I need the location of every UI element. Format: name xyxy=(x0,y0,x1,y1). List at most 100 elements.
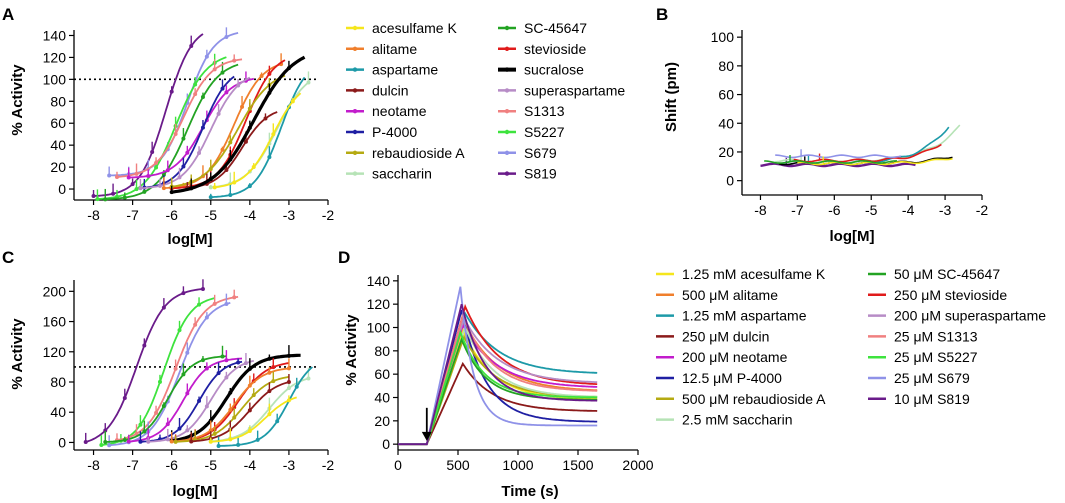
panel-b-xtick-label: -2 xyxy=(976,202,989,218)
legend-ab-label: superaspartame xyxy=(524,82,625,98)
legend-d-label: 25 μM S1313 xyxy=(894,328,978,344)
legend-d-item-500-m-alitame: 500 μM alitame xyxy=(656,287,778,303)
legend-ab-item-neotame: neotame xyxy=(346,103,427,119)
panel-b-ylabel: Shift (pm) xyxy=(663,62,680,132)
panel-d-ylabel: % Activity xyxy=(343,314,360,386)
legend-d-label: 250 μM dulcin xyxy=(682,328,769,344)
panel-c-ytick-label: 0 xyxy=(58,434,66,450)
legend-ab-marker xyxy=(504,25,510,31)
legend-ab-item-sc-45647: SC-45647 xyxy=(498,20,587,36)
panel-b-xtick-label: -4 xyxy=(902,202,915,218)
legend-ab-marker xyxy=(504,67,510,72)
legend-d-item-200-m-superaspartame: 200 μM superaspartame xyxy=(868,308,1046,324)
panel-c-series-sc-45647 xyxy=(103,345,227,444)
legend-ab-item-p-4000: P-4000 xyxy=(346,124,417,140)
legend-d-label: 10 μM S819 xyxy=(894,391,970,407)
panel-b-xtick-label: -6 xyxy=(828,202,841,218)
legend-d-item-500-m-rebaudioside-a: 500 μM rebaudioside A xyxy=(656,391,826,407)
legend-d-label: 200 μM superaspartame xyxy=(894,308,1046,324)
panel-a-series-sucralose xyxy=(169,55,306,195)
panel-a-xtick-label: -3 xyxy=(283,207,296,223)
panel-c-xtick-label: -7 xyxy=(126,457,139,473)
panel-a-xtick-label: -5 xyxy=(205,207,218,223)
legend-d-label: 250 μM stevioside xyxy=(894,287,1007,303)
curve-p-4000 xyxy=(140,360,243,443)
panel-d-ytick-label: 100 xyxy=(367,320,391,336)
legend-d-label: 500 μM alitame xyxy=(682,287,778,303)
panel-c-series-s819 xyxy=(83,279,205,444)
legend-ab-marker xyxy=(504,129,510,135)
panel-b-xtick-label: -5 xyxy=(865,202,878,218)
panel-c-xtick-label: -4 xyxy=(244,457,257,473)
legend-ab-marker xyxy=(352,88,358,93)
legend-ab-item-dulcin: dulcin xyxy=(346,82,409,98)
panel-a-ytick-label: 80 xyxy=(50,93,66,109)
panel-d-series-250-m-stevioside xyxy=(398,303,598,446)
trace-250-m-stevioside xyxy=(398,303,598,446)
legend-ab-marker xyxy=(504,171,510,176)
legend-ab-marker xyxy=(504,88,510,93)
panel-b-series-s679 xyxy=(775,149,901,159)
legend-ab-label: S679 xyxy=(524,145,557,161)
panel-b-ytick-label: 20 xyxy=(718,144,734,160)
legend-d-item-25-m-s679: 25 μM S679 xyxy=(868,370,970,386)
panel-a-ytick-label: 40 xyxy=(50,137,66,153)
panel-a-xtick-label: -4 xyxy=(244,207,257,223)
legend-ab-item-acesulfame-k: acesulfame K xyxy=(346,20,457,36)
legend-ab-item-saccharin: saccharin xyxy=(346,166,432,182)
panel-b-xlabel: log[M] xyxy=(830,228,875,245)
legend-d-item-50-m-sc-45647: 50 μM SC-45647 xyxy=(868,266,1000,282)
legend-ab-marker xyxy=(504,109,510,114)
panel-c-xlabel: log[M] xyxy=(173,483,218,500)
legend-ab-label: saccharin xyxy=(372,166,432,182)
panel-c-ytick-label: 80 xyxy=(50,374,66,390)
legend-d: 1.25 mM acesulfame K 500 μM alitame 1.25 m… xyxy=(656,266,1046,428)
panel-b-ytick-label: 60 xyxy=(718,87,734,103)
panel-a-xtick-label: -7 xyxy=(126,207,139,223)
panel-a-ytick-label: 60 xyxy=(50,115,66,131)
panel-a-series-superaspartame xyxy=(138,76,251,191)
panel-a-xtick-label: -2 xyxy=(322,207,335,223)
panel-a-series-neotame xyxy=(126,71,254,180)
panel-c-xtick-label: -6 xyxy=(165,457,178,473)
panel-a-chart: 0 20 40 60 80 100 120 140 -8 -7 -6 -5 -4 -3 -2 xyxy=(43,27,335,223)
legend-d-label: 25 μM S679 xyxy=(894,370,970,386)
panel-d-ytick-label: 0 xyxy=(382,436,390,452)
panel-b-series-stevioside xyxy=(793,143,942,163)
legend-ab-item-s1313: S1313 xyxy=(498,103,565,119)
legend-ab-label: neotame xyxy=(372,103,427,119)
panel-c-ytick-label: 40 xyxy=(50,404,66,420)
legend-ab-item-s5227: S5227 xyxy=(498,124,565,140)
curve-superaspartame xyxy=(148,360,254,443)
panel-c-xtick-label: -2 xyxy=(322,457,335,473)
panel-d-ytick-label: 120 xyxy=(367,296,391,312)
legend-d-item-250-m-stevioside: 250 μM stevioside xyxy=(868,287,1007,303)
point-sucralose xyxy=(247,125,252,130)
panel-letter-b: B xyxy=(656,5,668,24)
trace-10-m-s819 xyxy=(398,303,598,446)
panel-a-xlabel: log[M] xyxy=(168,231,213,248)
legend-ab-marker xyxy=(352,129,358,135)
panel-c-ylabel: % Activity xyxy=(9,318,26,390)
legend-ab-marker xyxy=(352,67,358,72)
legend-ab-marker xyxy=(504,150,510,155)
panel-b-ytick-label: 80 xyxy=(718,58,734,74)
legend-d-item-1-25-mm-acesulfame-k: 1.25 mM acesulfame K xyxy=(656,266,826,282)
legend-d-label: 1.25 mM aspartame xyxy=(682,308,807,324)
panel-a-ytick-label: 140 xyxy=(43,27,67,43)
panel-c-series-aspartame xyxy=(216,366,313,448)
panel-b-series-s819 xyxy=(760,157,916,168)
panel-c-series-s1313 xyxy=(114,289,239,443)
legend-d-item-10-m-s819: 10 μM S819 xyxy=(868,391,970,407)
panel-c-chart: 0 40 80 120 160 200 -8 -7 -6 -5 -4 -3 -2 xyxy=(43,279,335,473)
plots: 0 20 40 60 80 100 120 140 -8 -7 -6 -5 -4 -3 -2 0 20 40 60 8… xyxy=(43,27,989,473)
legend-d-item-250-m-dulcin: 250 μM dulcin xyxy=(656,328,769,344)
panel-letter-c: C xyxy=(2,248,14,267)
panel-c-series-acesulfame-k xyxy=(208,395,297,444)
legend-ab-label: sucralose xyxy=(524,62,584,78)
panel-b-ytick-label: 40 xyxy=(718,115,734,131)
legend-ab-item-superaspartame: superaspartame xyxy=(498,82,625,98)
panel-c-xtick-label: -8 xyxy=(87,457,100,473)
panel-c-series-superaspartame xyxy=(146,353,254,444)
legend-d-label: 25 μM S5227 xyxy=(894,349,978,365)
